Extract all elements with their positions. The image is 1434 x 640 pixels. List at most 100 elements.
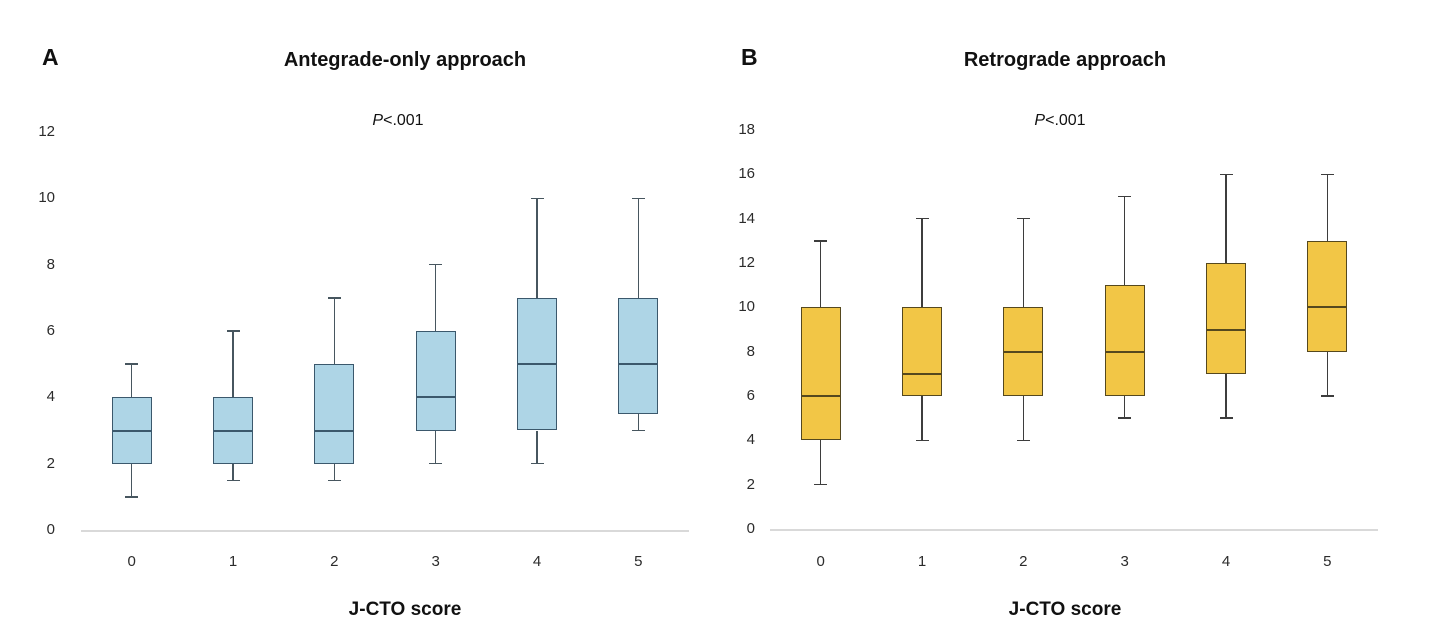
- lower-whisker: [921, 396, 923, 441]
- upper-whisker-cap: [814, 240, 828, 242]
- x-axis-line: [770, 529, 1378, 531]
- panel-title-retrograde: Retrograde approach: [963, 49, 1167, 71]
- lower-whisker-cap: [327, 479, 341, 481]
- p-value-symbol: P: [1034, 112, 1046, 129]
- x-axis-tick-label: 4: [532, 553, 542, 570]
- lower-whisker-cap: [814, 483, 828, 486]
- upper-whisker: [1123, 196, 1126, 286]
- lower-whisker-cap: [429, 462, 443, 465]
- boxplot-box: [1307, 240, 1348, 352]
- lower-whisker-cap: [915, 439, 929, 442]
- p-value-rest: <.001: [383, 112, 424, 129]
- median-line: [800, 395, 841, 397]
- boxplot-box: [618, 297, 659, 414]
- panel-retrograde: B Retrograde approach P<.001 0 2 4 6 8 10 12 14…: [717, 0, 1434, 640]
- p-value-annotation: P<.001: [1034, 112, 1085, 130]
- median-line: [1206, 328, 1246, 331]
- median-line: [415, 396, 456, 399]
- upper-whisker: [536, 198, 538, 298]
- boxplot-box: [314, 364, 355, 464]
- panel-title-antegrade: Antegrade-only approach: [283, 49, 527, 71]
- panel-letter-b: B: [741, 44, 758, 70]
- lower-whisker-cap: [530, 462, 544, 465]
- x-axis-tick-label: 5: [1323, 553, 1332, 570]
- y-axis-tick-label: 0: [746, 520, 755, 537]
- median-line: [618, 363, 659, 366]
- panel-antegrade: A Antegrade-only approach P<.001 0 2 4 6 8 10…: [38, 44, 689, 620]
- y-axis-tick-label: 6: [746, 387, 755, 404]
- median-line: [213, 429, 253, 432]
- boxplot-box: [415, 331, 456, 431]
- boxplot-box: [902, 307, 942, 396]
- upper-whisker-cap: [1320, 173, 1334, 176]
- upper-whisker-cap: [429, 263, 443, 266]
- y-axis-tick-label: 4: [46, 388, 55, 406]
- lower-whisker: [1326, 351, 1329, 396]
- lower-whisker: [1022, 396, 1025, 441]
- upper-whisker: [1022, 218, 1025, 308]
- boxplot-box: [1206, 263, 1246, 374]
- y-axis-tick-label: 16: [738, 165, 755, 183]
- plot-area-B: 0 2 4 6 8 10 12 14 16 18 0 1 2 3 4 5: [717, 0, 1434, 640]
- lower-whisker: [1123, 396, 1126, 419]
- lower-whisker: [637, 413, 640, 431]
- lower-whisker: [434, 430, 437, 464]
- lower-whisker: [1225, 373, 1227, 419]
- median-line: [902, 372, 942, 375]
- median-line: [517, 363, 557, 366]
- lower-whisker-cap: [1320, 395, 1334, 397]
- x-axis-tick-label: 3: [1120, 553, 1129, 570]
- y-axis-tick-label: 8: [746, 342, 755, 360]
- upper-whisker: [232, 331, 234, 398]
- y-axis-tick-label: 2: [746, 475, 755, 493]
- x-axis-tick-label: 1: [917, 553, 927, 570]
- y-axis-tick-label: 2: [46, 454, 55, 472]
- x-axis-tick-label: 2: [330, 553, 339, 570]
- median-line: [1003, 350, 1044, 353]
- y-axis-tick-label: 10: [738, 298, 755, 316]
- x-axis-tick-label: 0: [127, 553, 136, 570]
- x-axis-tick-label: 5: [634, 553, 643, 570]
- lower-whisker: [819, 440, 822, 485]
- upper-whisker-cap: [327, 297, 341, 299]
- median-line: [1307, 306, 1348, 309]
- upper-whisker: [333, 297, 336, 365]
- upper-whisker: [1225, 174, 1227, 263]
- lower-whisker-cap: [226, 479, 240, 481]
- plot-area-A: 0 2 4 6 8 10 12 0 1 2 3 4 5: [38, 123, 689, 570]
- upper-whisker-cap: [1219, 173, 1233, 176]
- median-line: [1104, 350, 1145, 353]
- lower-whisker-cap: [125, 496, 139, 498]
- x-axis-tick-label: 1: [228, 553, 238, 570]
- boxplot-box: [800, 307, 841, 441]
- y-axis-tick-label: 12: [38, 123, 55, 140]
- lower-whisker-cap: [631, 429, 645, 432]
- median-line: [111, 429, 152, 432]
- lower-whisker: [333, 463, 336, 481]
- y-axis-tick-label: 14: [738, 209, 755, 227]
- lower-whisker-cap: [1118, 417, 1132, 419]
- x-axis-tick-label: 4: [1221, 553, 1231, 570]
- upper-whisker: [637, 198, 640, 298]
- upper-whisker: [921, 218, 923, 308]
- lower-whisker-cap: [1016, 439, 1030, 442]
- boxplot-box: [1104, 285, 1145, 396]
- upper-whisker: [130, 364, 133, 398]
- lower-whisker: [232, 463, 234, 481]
- upper-whisker-cap: [1016, 217, 1030, 220]
- x-axis-title: J-CTO score: [1008, 599, 1122, 620]
- upper-whisker-cap: [1118, 195, 1132, 198]
- upper-whisker-cap: [125, 363, 139, 365]
- upper-whisker-cap: [530, 197, 544, 200]
- median-line: [314, 429, 355, 432]
- upper-whisker-cap: [915, 217, 929, 220]
- upper-whisker: [1326, 174, 1329, 241]
- y-axis-tick-label: 0: [46, 521, 55, 538]
- y-axis-tick-label: 18: [738, 121, 755, 138]
- lower-whisker: [130, 463, 133, 497]
- upper-whisker-cap: [226, 330, 240, 332]
- upper-whisker-cap: [631, 197, 645, 200]
- upper-whisker: [819, 240, 822, 308]
- p-value-annotation: P<.001: [372, 112, 423, 130]
